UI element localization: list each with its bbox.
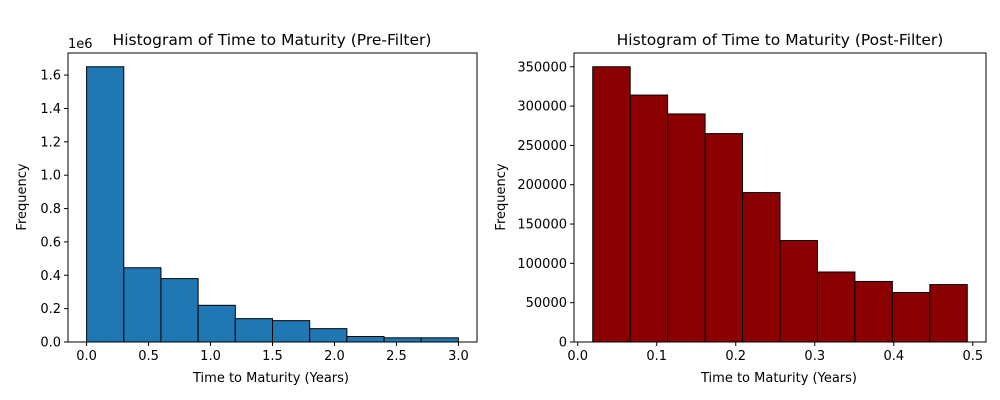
plot-frame bbox=[67, 52, 478, 343]
y-axis-ticks: 0 50000 100000 150000 200000 250000 300000 3500… bbox=[517, 60, 574, 351]
x-axis-ticks: 0.0 0.5 1.0 1.5 2.0 2.5 3.0 bbox=[76, 342, 469, 364]
histogram-bar bbox=[704, 133, 744, 343]
histogram-bar bbox=[197, 304, 236, 343]
y-tick-label: 1.2 bbox=[40, 135, 61, 150]
x-tick-label: 0.0 bbox=[76, 349, 97, 364]
x-tick-label: 0.0 bbox=[567, 349, 588, 364]
y-tick-label: 1.4 bbox=[40, 102, 61, 117]
x-tick-label: 0.5 bbox=[962, 349, 983, 364]
y-tick-label: 200000 bbox=[517, 178, 567, 193]
x-tick-label: 2.5 bbox=[386, 349, 407, 364]
y-tick-label: 350000 bbox=[517, 60, 567, 75]
post-filter-histogram: Histogram of Time to Maturity (Post-Filt… bbox=[494, 31, 987, 386]
x-axis-label: Time to Maturity (Years) bbox=[192, 371, 349, 386]
y-axis-label: Frequency bbox=[494, 163, 509, 230]
y-tick-label: 150000 bbox=[517, 218, 567, 233]
histogram-bar bbox=[667, 113, 706, 343]
x-tick-label: 2.0 bbox=[324, 349, 345, 364]
histogram-bar bbox=[346, 335, 385, 343]
histogram-bar bbox=[891, 291, 931, 343]
histogram-bar bbox=[592, 66, 631, 343]
y-tick-label: 0.4 bbox=[40, 269, 61, 284]
y-tick-label: 1.6 bbox=[40, 69, 61, 84]
y-offset-label: 1e6 bbox=[68, 37, 93, 52]
histogram-bar bbox=[779, 240, 818, 343]
histogram-bar bbox=[929, 284, 968, 343]
x-tick-label: 0.5 bbox=[138, 349, 159, 364]
histogram-bar bbox=[272, 320, 311, 343]
y-axis-label: Frequency bbox=[15, 163, 30, 230]
histogram-bar bbox=[854, 280, 893, 343]
y-tick-label: 0 bbox=[559, 336, 567, 351]
x-tick-label: 0.1 bbox=[646, 349, 667, 364]
y-tick-label: 0.6 bbox=[40, 235, 61, 250]
y-tick-label: 0.8 bbox=[40, 202, 61, 217]
x-tick-label: 0.4 bbox=[883, 349, 904, 364]
histogram-bar bbox=[234, 318, 273, 343]
x-tick-label: 3.0 bbox=[448, 349, 469, 364]
histogram-bar bbox=[309, 328, 348, 343]
chart-title: Histogram of Time to Maturity (Post-Filt… bbox=[617, 31, 944, 49]
histogram-bar bbox=[816, 271, 856, 343]
x-axis-ticks: 0.0 0.1 0.2 0.3 0.4 0.5 bbox=[567, 342, 983, 364]
y-tick-label: 0.2 bbox=[40, 302, 61, 317]
y-tick-label: 250000 bbox=[517, 139, 567, 154]
histogram-bar bbox=[742, 192, 781, 343]
x-tick-label: 0.2 bbox=[725, 349, 746, 364]
y-tick-label: 0.0 bbox=[40, 336, 61, 351]
x-tick-label: 0.3 bbox=[804, 349, 825, 364]
y-tick-label: 300000 bbox=[517, 100, 567, 115]
pre-filter-histogram: Histogram of Time to Maturity (Pre-Filte… bbox=[15, 31, 478, 386]
histogram-bar bbox=[420, 337, 459, 343]
y-tick-label: 1.0 bbox=[40, 169, 61, 184]
x-tick-label: 1.0 bbox=[200, 349, 221, 364]
histogram-bar bbox=[123, 267, 162, 343]
histogram-bar bbox=[383, 337, 422, 343]
histogram-bar bbox=[86, 66, 125, 343]
plot-frame bbox=[573, 52, 987, 343]
y-axis-ticks: 0.0 0.2 0.4 0.6 0.8 1.0 1.2 1.4 1.6 bbox=[40, 69, 68, 351]
chart-title: Histogram of Time to Maturity (Pre-Filte… bbox=[113, 31, 432, 49]
x-axis-label: Time to Maturity (Years) bbox=[700, 371, 857, 386]
y-tick-label: 100000 bbox=[517, 257, 567, 272]
histogram-bar bbox=[160, 278, 199, 343]
y-tick-label: 50000 bbox=[526, 296, 567, 311]
bars bbox=[86, 66, 459, 343]
bars bbox=[592, 66, 968, 343]
x-tick-label: 1.5 bbox=[262, 349, 283, 364]
histogram-bar bbox=[629, 94, 669, 343]
